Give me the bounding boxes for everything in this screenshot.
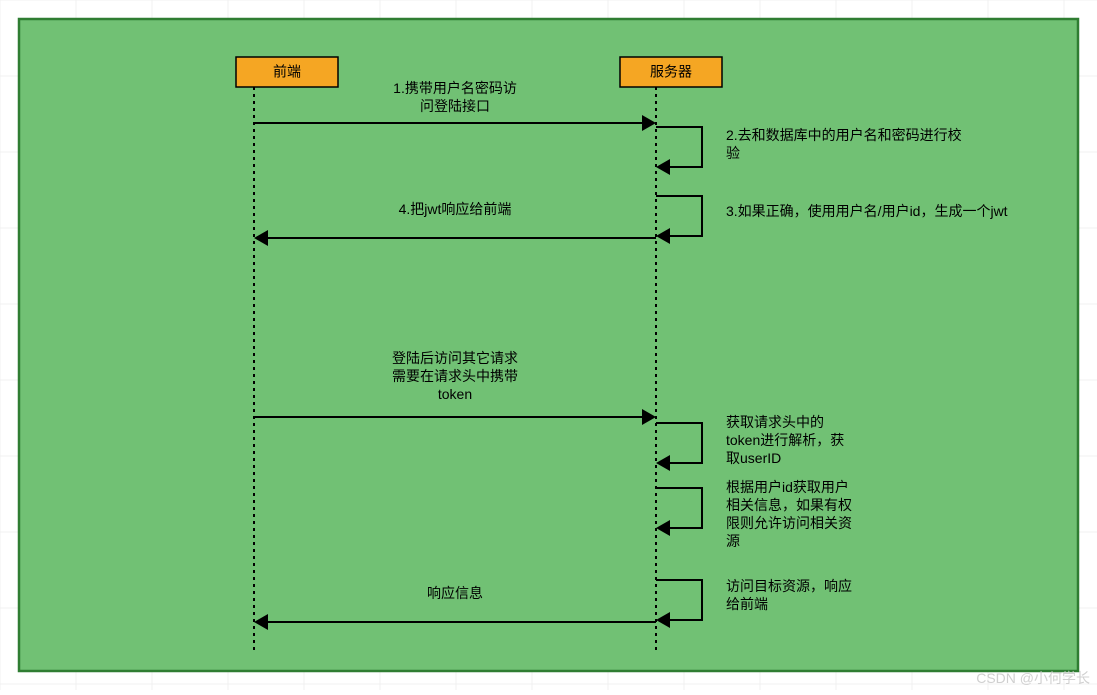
message-label: 2.去和数据库中的用户名和密码进行校 (726, 127, 962, 143)
message-label: 验 (726, 145, 740, 161)
message-label: 取userID (726, 450, 781, 466)
message-label: 问登陆接口 (420, 98, 490, 114)
message-label: 访问目标资源，响应 (726, 578, 852, 594)
participant-label-client: 前端 (273, 64, 301, 80)
message-label: 需要在请求头中携带 (392, 368, 518, 384)
message-label: 登陆后访问其它请求 (392, 350, 518, 366)
watermark: CSDN @小何学长 (976, 670, 1090, 686)
message-label: token (438, 386, 472, 402)
message-label: 相关信息，如果有权 (726, 497, 852, 513)
message-label: 响应信息 (427, 585, 483, 601)
message-label: 限则允许访问相关资 (726, 515, 852, 531)
diagram-panel (19, 19, 1078, 671)
message-label: 获取请求头中的 (726, 414, 824, 430)
participant-label-server: 服务器 (650, 64, 692, 80)
message-label: 1.携带用户名密码访 (393, 80, 517, 96)
message-label: 根据用户id获取用户 (726, 479, 849, 495)
diagram-canvas: 前端 服务器 1.携带用户名密码访问登陆接口 2.去和数据库中的用户名和密码进行校验 3… (0, 0, 1097, 690)
sequence-diagram-svg: 前端 服务器 1.携带用户名密码访问登陆接口 2.去和数据库中的用户名和密码进行校验 3… (0, 0, 1097, 690)
message-label: 源 (726, 533, 740, 549)
message-label: 4.把jwt响应给前端 (399, 201, 512, 217)
message-label: 给前端 (726, 596, 768, 612)
message-label: 3.如果正确，使用用户名/用户id，生成一个jwt (726, 203, 1008, 219)
message-label: token进行解析，获 (726, 432, 844, 448)
